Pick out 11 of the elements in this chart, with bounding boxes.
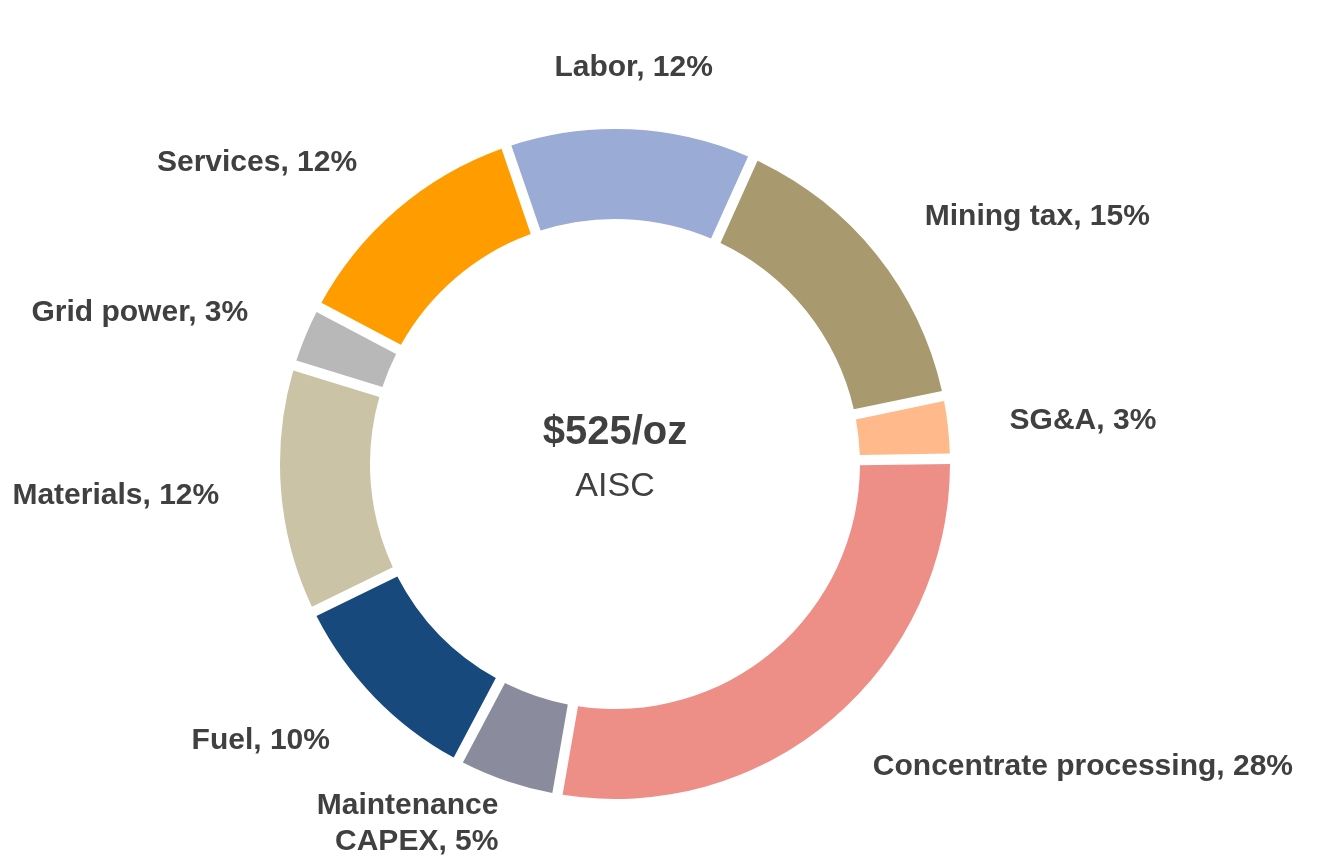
slice-label: Mining tax, 15% bbox=[924, 197, 1150, 231]
slice-label: Materials, 12% bbox=[12, 477, 220, 511]
slice-label: Fuel, 10% bbox=[191, 722, 330, 756]
slice-label: SG&A, 3% bbox=[1009, 402, 1157, 436]
slice-label: Grid power, 3% bbox=[31, 294, 249, 328]
slice-label: Labor, 12% bbox=[554, 49, 713, 83]
text: $525/oz bbox=[542, 408, 688, 452]
slice-label: Maintenance CAPEX, 5% bbox=[316, 786, 499, 856]
text: AISC bbox=[575, 465, 655, 503]
slice-label: Services, 12% bbox=[156, 144, 358, 178]
slice-label: Concentrate processing, 28% bbox=[872, 747, 1294, 781]
